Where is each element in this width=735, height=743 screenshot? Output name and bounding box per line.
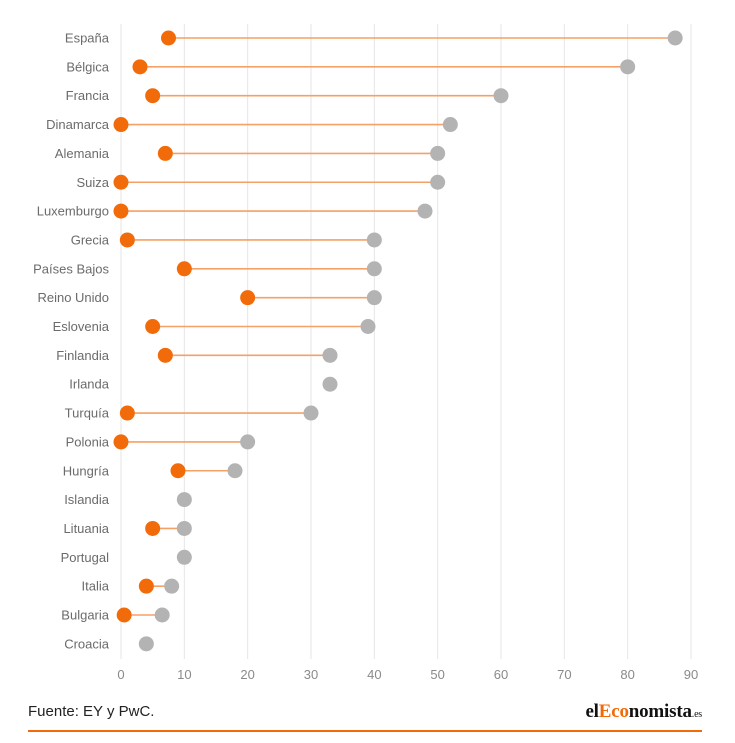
dumbbell-chart: 0 10 20 30 40 50 60 70 80 90 España Bélgica Francia… (33, 24, 698, 682)
low-value-dot (240, 290, 256, 306)
x-tick-label: 40 (367, 667, 381, 682)
low-value-dot (138, 578, 154, 594)
country-label: Alemania (55, 146, 110, 161)
country-label: Dinamarca (46, 117, 110, 132)
high-value-dot (430, 174, 446, 190)
country-label: Francia (66, 88, 110, 103)
country-label: Grecia (71, 232, 110, 247)
low-value-dot (119, 405, 135, 421)
logo-part-suffix: .es (691, 709, 702, 720)
low-value-dot (170, 463, 186, 479)
low-value-dot (145, 520, 161, 536)
low-value-dot (132, 59, 148, 75)
country-label: Croacia (64, 636, 110, 651)
logo-part-eco: Eco (598, 701, 629, 722)
country-label: Portugal (61, 550, 110, 565)
low-value-dot (145, 88, 161, 104)
high-value-dot (667, 30, 683, 46)
country-label: Finlandia (56, 348, 110, 363)
high-value-dot (176, 549, 192, 565)
country-label: Irlanda (69, 377, 110, 392)
x-tick-label: 90 (684, 667, 698, 682)
high-value-dot (322, 347, 338, 363)
x-tick-label: 10 (177, 667, 191, 682)
high-value-dot (138, 636, 154, 652)
logo-part-nomista: nomista (628, 701, 692, 722)
high-value-dot (366, 261, 382, 277)
low-value-dot (113, 434, 129, 450)
low-value-dot (157, 145, 173, 161)
high-value-dot (322, 376, 338, 392)
high-value-dot (154, 607, 170, 623)
high-value-dot (493, 88, 509, 104)
x-tick-label: 0 (117, 667, 124, 682)
country-label: Países Bajos (33, 261, 109, 276)
low-value-dot (161, 30, 176, 46)
country-label: España (65, 31, 110, 46)
high-value-dot (227, 463, 243, 479)
high-value-dot (366, 290, 382, 306)
x-tick-label: 50 (430, 667, 444, 682)
x-tick-label: 30 (304, 667, 318, 682)
low-value-dot (157, 347, 173, 363)
country-label: Italia (82, 579, 110, 594)
country-label: Bulgaria (61, 608, 109, 623)
high-value-dot (442, 117, 458, 133)
high-value-dot (240, 434, 256, 450)
publisher-logo: elEconomista.es (585, 701, 702, 723)
source-note: Fuente: EY y PwC. (28, 703, 155, 720)
high-value-dot (176, 492, 192, 508)
high-value-dot (303, 405, 319, 421)
low-value-dot (145, 319, 161, 334)
high-value-dot (430, 145, 446, 161)
x-tick-label: 60 (494, 667, 508, 682)
x-tick-label: 20 (240, 667, 254, 682)
high-value-dot (620, 59, 636, 75)
country-label: Turquía (65, 406, 110, 421)
high-value-dot (417, 203, 433, 219)
chart-rows: España Bélgica Francia Dinamarca Alemania Sui… (33, 30, 683, 652)
low-value-dot (119, 232, 135, 248)
country-label: Eslovenia (53, 319, 110, 334)
country-label: Lituania (63, 521, 109, 536)
logo-part-el: el (585, 701, 599, 722)
low-value-dot (176, 261, 192, 277)
x-tick-label: 80 (620, 667, 634, 682)
country-label: Suiza (76, 175, 109, 190)
low-value-dot (113, 117, 129, 133)
country-label: Luxemburgo (37, 204, 109, 219)
low-value-dot (116, 607, 132, 623)
x-axis-ticks: 0 10 20 30 40 50 60 70 80 90 (117, 667, 698, 682)
country-label: Polonia (66, 434, 110, 449)
country-label: Reino Unido (37, 290, 109, 305)
high-value-dot (360, 319, 376, 334)
gridlines (120, 24, 692, 659)
low-value-dot (113, 174, 129, 190)
high-value-dot (366, 232, 382, 248)
footer-rule (28, 730, 702, 732)
low-value-dot (113, 203, 129, 219)
country-label: Hungría (63, 463, 110, 478)
high-value-dot (176, 520, 192, 536)
country-label: Bélgica (66, 59, 109, 74)
country-label: Islandia (64, 492, 110, 507)
high-value-dot (164, 578, 180, 594)
x-tick-label: 70 (557, 667, 571, 682)
